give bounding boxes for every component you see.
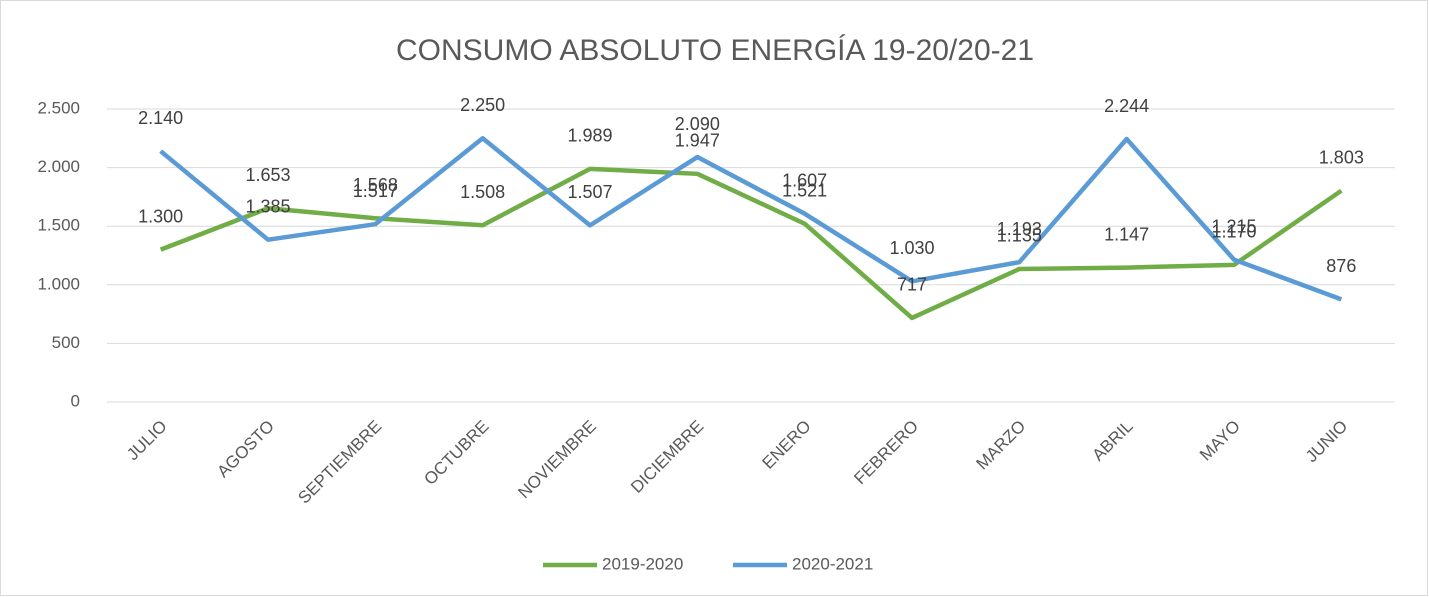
chart-title: CONSUMO ABSOLUTO ENERGÍA 19-20/20-21	[396, 34, 1034, 67]
data-label: 2.244	[1104, 96, 1149, 116]
data-label: 1.507	[567, 182, 612, 202]
series-line	[159, 166, 1343, 321]
data-label: 1.170	[1211, 222, 1256, 242]
y-tick-label: 2.500	[37, 98, 80, 117]
legend-label: 2020-2021	[792, 554, 873, 573]
data-label: 717	[897, 275, 927, 295]
data-label: 876	[1326, 256, 1356, 276]
data-label: 2.250	[460, 95, 505, 115]
data-label: 1.135	[997, 226, 1042, 246]
legend-label: 2019-2020	[602, 554, 683, 573]
data-label: 1.989	[567, 126, 612, 146]
y-tick-label: 500	[52, 333, 80, 352]
y-tick-label: 1.000	[37, 274, 80, 293]
data-label: 1.517	[353, 181, 398, 201]
data-label: 1.653	[245, 165, 290, 185]
data-label: 1.385	[245, 196, 290, 216]
data-label: 1.803	[1319, 147, 1364, 167]
data-label: 1.300	[138, 206, 183, 226]
series-line	[159, 136, 1343, 302]
data-label: 1.030	[889, 238, 934, 258]
y-tick-label: 2.000	[37, 157, 80, 176]
data-label: 1.947	[675, 131, 720, 151]
data-label: 1.521	[782, 180, 827, 200]
data-label: 1.193	[997, 219, 1042, 239]
data-label: 1.568	[353, 175, 398, 195]
data-label: 2.140	[138, 108, 183, 128]
y-tick-label: 0	[71, 391, 80, 410]
data-label: 2.090	[675, 114, 720, 134]
data-label: 1.215	[1211, 216, 1256, 236]
data-label: 1.147	[1104, 224, 1149, 244]
y-tick-label: 1.500	[37, 216, 80, 235]
data-label: 1.607	[782, 170, 827, 190]
data-label: 1.508	[460, 182, 505, 202]
